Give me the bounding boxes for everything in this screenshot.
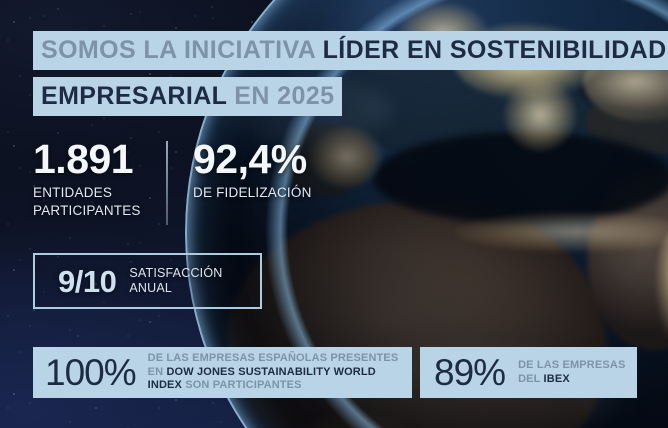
dow-jones-number: 100% xyxy=(45,352,137,393)
satisfaction-label-line1: SATISFACCIÓN xyxy=(129,266,223,280)
headline-line-2-soft: EN 2025 xyxy=(234,82,335,110)
ibex-number: 89% xyxy=(434,352,506,393)
ibex-text-pre: DE LAS EMPRESAS DEL xyxy=(518,359,626,385)
stat-entidades-label-line2: PARTICIPANTES xyxy=(33,203,141,218)
stats-divider xyxy=(166,141,168,225)
stat-entidades-number: 1.891 xyxy=(33,136,134,182)
stat-entidades-label: ENTIDADES PARTICIPANTES xyxy=(33,184,166,220)
primary-stats-row: 1.891 ENTIDADES PARTICIPANTES 92,4% DE F… xyxy=(33,137,312,225)
headline-line-2: EMPRESARIAL EN 2025 xyxy=(33,77,343,116)
ibex-text: DE LAS EMPRESAS DEL IBEX xyxy=(518,359,637,386)
dow-jones-box: 100% DE LAS EMPRESAS ESPAÑOLAS PRESENTES… xyxy=(33,347,412,398)
headline-line-1: SOMOS LA INICIATIVA LÍDER EN SOSTENIBILI… xyxy=(33,31,668,70)
satisfaction-label-line2: ANUAL xyxy=(129,281,173,295)
satisfaction-number: 9/10 xyxy=(58,263,117,299)
satisfaction-box: 9/10 SATISFACCIÓN ANUAL xyxy=(33,253,262,309)
ibex-text-bold: IBEX xyxy=(543,372,570,385)
stat-entidades-label-line1: ENTIDADES xyxy=(33,185,113,200)
headline-line-1-wrap: SOMOS LA INICIATIVA LÍDER EN SOSTENIBILI… xyxy=(33,31,668,70)
stat-fidelizacion: 92,4% DE FIDELIZACIÓN xyxy=(193,137,312,225)
satisfaction-label: SATISFACCIÓN ANUAL xyxy=(129,266,222,296)
ibex-box: 89% DE LAS EMPRESAS DEL IBEX xyxy=(420,347,637,398)
headline-line-2-wrap: EMPRESARIAL EN 2025 xyxy=(33,77,668,116)
stat-fidelizacion-label: DE FIDELIZACIÓN xyxy=(193,185,312,200)
dow-jones-text: DE LAS EMPRESAS ESPAÑOLAS PRESENTES EN D… xyxy=(148,352,412,393)
headline-line-2-hard: EMPRESARIAL xyxy=(41,82,227,110)
stat-fidelizacion-number: 92,4% xyxy=(193,136,307,182)
headline: SOMOS LA INICIATIVA LÍDER EN SOSTENIBILI… xyxy=(33,31,668,116)
dow-jones-text-post: SON PARTICIPANTES xyxy=(182,379,302,392)
headline-line-1-hard: LÍDER EN SOSTENIBILIDAD xyxy=(322,36,667,64)
headline-line-1-soft: SOMOS LA INICIATIVA xyxy=(41,36,316,64)
stat-entidades: 1.891 ENTIDADES PARTICIPANTES xyxy=(33,137,166,225)
